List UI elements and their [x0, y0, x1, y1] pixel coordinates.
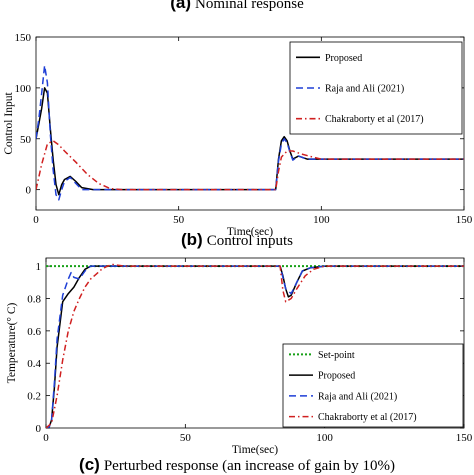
x-tick-label: 0: [33, 214, 39, 226]
plot-frame: [45, 257, 465, 429]
x-tick-label: 50: [180, 432, 192, 444]
legend: Proposed Raja and Ali (2021) Chakraborty e…: [289, 41, 463, 135]
y-axis-label: Control Input: [3, 92, 15, 155]
legend-label: Chakraborty et al (2017): [318, 412, 417, 423]
caption-b-letter: (b): [181, 230, 203, 249]
caption-a: (a) Nominal response: [0, 0, 474, 13]
y-tick-label: 0.8: [27, 293, 41, 305]
x-tick-label: 100: [316, 432, 333, 444]
x-axis-label: Time(sec): [227, 226, 273, 238]
y-tick-label: 0.6: [27, 326, 41, 338]
y-tick-label: 0: [26, 185, 32, 197]
legend-label: Set-point: [318, 350, 355, 361]
x-tick-label: 150: [456, 214, 473, 226]
x-tick-label: 150: [456, 432, 473, 444]
caption-c-text: Perturbed response (an increase of gain …: [103, 458, 395, 474]
legend: Set-point Proposed Raja and Ali (2021) Chak…: [282, 343, 464, 428]
legend-label: Proposed: [325, 53, 362, 64]
y-tick-label: 150: [15, 32, 32, 44]
y-tick-label: 100: [15, 83, 32, 95]
legend-label: Proposed: [318, 371, 355, 382]
chart-2: 0 50 100 150 0 0.2 0.4 0.6 0.8 1 Time(sec) Temperat…: [6, 257, 473, 456]
x-tick-label: 50: [173, 214, 185, 226]
series-raja-and-ali-2021-line: [36, 64, 464, 201]
caption-c-letter: (c): [79, 455, 100, 474]
legend-label: Raja and Ali (2021): [318, 391, 397, 402]
x-axis-label: Time(sec): [232, 444, 278, 456]
y-tick-label: 0.2: [27, 391, 41, 403]
series-chakraborty-et-al-2017-line: [46, 263, 464, 428]
caption-c: (c) Perturbed response (an increase of g…: [0, 455, 474, 475]
y-tick-label: 1: [36, 261, 42, 273]
chart-1: 0 50 100 150 0 50 100 150 Time(sec) Control Input…: [3, 32, 473, 238]
x-tick-label: 100: [313, 214, 330, 226]
series-raja-and-ali-2021-line: [46, 265, 464, 428]
caption-b-text: Control inputs: [206, 233, 293, 249]
plot-frame: [35, 36, 465, 211]
legend-label: Chakraborty et al (2017): [325, 114, 424, 125]
series-chakraborty-et-al-2017-line: [36, 140, 464, 191]
y-tick-label: 50: [20, 134, 32, 146]
legend-label: Raja and Ali (2021): [325, 84, 404, 95]
caption-b: (b) Control inputs: [0, 230, 474, 250]
caption-a-letter: (a): [170, 0, 192, 12]
y-tick-label: 0: [36, 423, 42, 435]
y-axis-label: Temperature(° C): [6, 302, 18, 383]
legend-box: [282, 343, 464, 428]
caption-a-text: Nominal response: [195, 0, 304, 12]
x-tick-label: 0: [43, 432, 49, 444]
y-tick-label: 0.4: [27, 358, 41, 370]
